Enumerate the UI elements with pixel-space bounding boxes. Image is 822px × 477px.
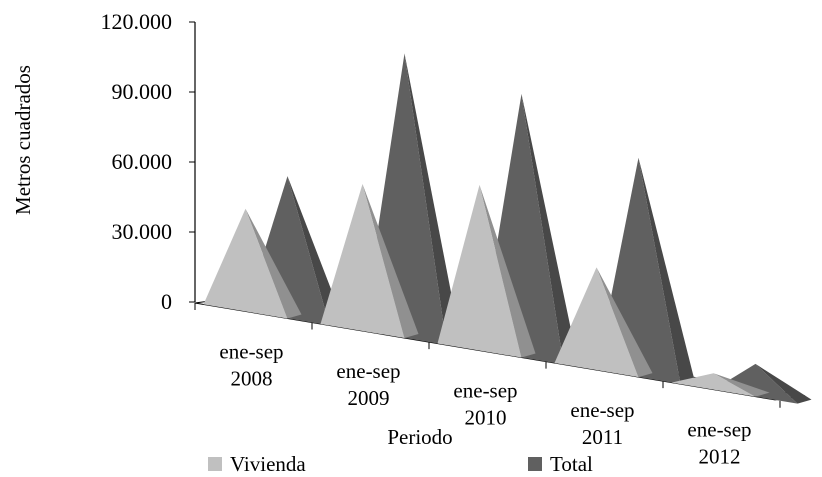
legend-swatch (528, 457, 542, 471)
legend-label: Total (550, 452, 593, 476)
y-tick-label: 60.000 (112, 149, 173, 174)
y-axis-title: Metros cuadrados (11, 65, 35, 215)
x-tick-label: ene-sep 2009 (336, 359, 400, 410)
pyramid-side-face (713, 373, 770, 397)
x-tick-label: ene-sep 2008 (219, 339, 283, 390)
pyramid-vivienda-3 (554, 267, 653, 378)
pyramid-front-face (554, 267, 639, 378)
pyramid-front-face (320, 183, 405, 338)
y-tick-label: 90.000 (112, 79, 173, 104)
x-tick-label: ene-sep 2011 (570, 398, 634, 449)
y-tick-label: 120.000 (101, 9, 173, 34)
legend-item-vivienda: Vivienda (208, 452, 306, 476)
pyramid-front-face (713, 363, 798, 404)
legend: Vivienda Total (208, 452, 593, 476)
pyramid-front-face (671, 373, 756, 397)
legend-swatch (208, 457, 222, 471)
pyramid-side-face (521, 93, 578, 365)
pyramid-side-face (287, 176, 344, 326)
pyramid-vivienda-0 (203, 208, 302, 319)
pyramid-side-face (638, 157, 695, 385)
pyramid-side-face (245, 208, 302, 319)
labels: 0 30.000 60.000 90.000 120.000 ene-sep 2008 ene… (101, 9, 752, 469)
y-tick-label: 30.000 (112, 219, 173, 244)
x-tick-label: ene-sep 2010 (453, 379, 517, 430)
pyramid-side-face (404, 53, 461, 346)
pyramid-side-face (479, 184, 536, 358)
pyramid-vivienda-2 (437, 184, 536, 358)
pyramid-front-face (203, 208, 288, 319)
pyramid-vivienda-4 (671, 373, 770, 397)
pyramid-side-face (596, 267, 653, 378)
x-tick-label: ene-sep 2012 (687, 418, 751, 469)
legend-label: Vivienda (230, 452, 306, 476)
pyramid-side-face (362, 183, 419, 338)
pyramid-total-4 (713, 363, 812, 404)
legend-item-total: Total (528, 452, 593, 476)
y-tick-label: 0 (161, 289, 172, 314)
pyramid-front-face (437, 184, 522, 358)
plot-area (203, 53, 812, 404)
pyramid-vivienda-1 (320, 183, 419, 338)
pyramid-side-face (755, 363, 812, 404)
x-axis-title: Periodo (387, 425, 452, 449)
